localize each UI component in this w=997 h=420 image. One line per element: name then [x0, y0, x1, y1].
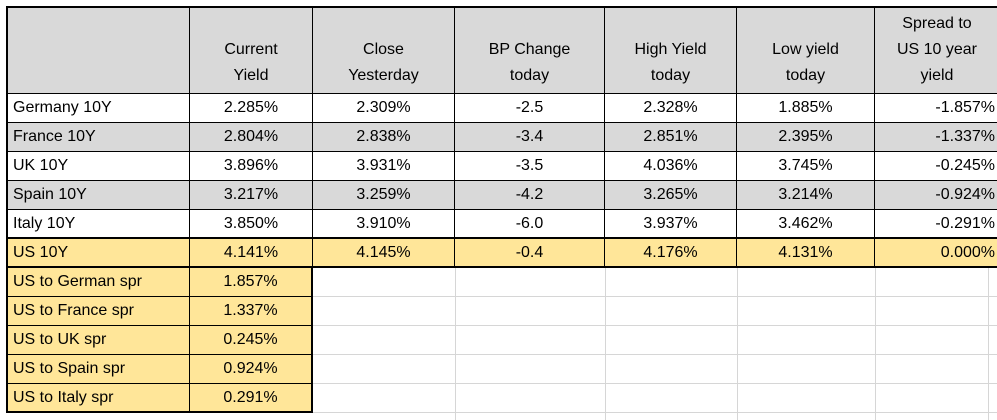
col-header-close-yesterday[interactable]: Close Yesterday [313, 8, 455, 94]
cell-current-yield[interactable]: 2.285% [190, 94, 313, 123]
col-header-low-yield[interactable]: Low yield today [737, 8, 875, 94]
gridline [313, 296, 997, 297]
cell-label[interactable]: US to German spr [8, 268, 190, 297]
cell-spread-value[interactable]: 0.291% [190, 384, 313, 413]
empty-cells-area[interactable] [313, 268, 997, 420]
cell-close-yesterday[interactable]: 3.910% [313, 210, 455, 239]
cell-high-yield[interactable]: 2.851% [605, 123, 737, 152]
cell-spread[interactable]: -1.337% [875, 123, 997, 152]
cell-bp-change[interactable]: -3.4 [455, 123, 605, 152]
cell-current-yield[interactable]: 3.217% [190, 181, 313, 210]
cell-bp-change[interactable]: -3.5 [455, 152, 605, 181]
col-header-high-yield[interactable]: High Yield today [605, 8, 737, 94]
cell-current-yield[interactable]: 2.804% [190, 123, 313, 152]
cell-current-yield[interactable]: 3.896% [190, 152, 313, 181]
cell-high-yield[interactable]: 3.265% [605, 181, 737, 210]
cell-close-yesterday[interactable]: 2.309% [313, 94, 455, 123]
cell-label[interactable]: Spain 10Y [8, 181, 190, 210]
cell-spread-value[interactable]: 0.245% [190, 326, 313, 355]
gridline [313, 412, 997, 413]
cell-bp-change[interactable]: -4.2 [455, 181, 605, 210]
cell-bp-change[interactable]: -2.5 [455, 94, 605, 123]
cell-spread[interactable]: 0.000% [875, 239, 997, 268]
col-header-empty[interactable] [8, 8, 190, 94]
cell-close-yesterday[interactable]: 3.259% [313, 181, 455, 210]
cell-spread[interactable]: -1.857% [875, 94, 997, 123]
cell-bp-change[interactable]: -6.0 [455, 210, 605, 239]
cell-low-yield[interactable]: 3.214% [737, 181, 875, 210]
cell-spread[interactable]: -0.924% [875, 181, 997, 210]
cell-close-yesterday[interactable]: 3.931% [313, 152, 455, 181]
gridline [313, 383, 997, 384]
cell-label[interactable]: UK 10Y [8, 152, 190, 181]
cell-low-yield[interactable]: 4.131% [737, 239, 875, 268]
yield-table: Current Yield Close Yesterday BP Change … [6, 6, 997, 420]
cell-low-yield[interactable]: 2.395% [737, 123, 875, 152]
cell-label[interactable]: US to France spr [8, 297, 190, 326]
cell-label[interactable]: US 10Y [8, 239, 190, 268]
cell-current-yield[interactable]: 4.141% [190, 239, 313, 268]
gridline [737, 268, 738, 420]
cell-high-yield[interactable]: 4.036% [605, 152, 737, 181]
cell-label[interactable]: US to Italy spr [8, 384, 190, 413]
gridline [313, 354, 997, 355]
cell-label[interactable]: Italy 10Y [8, 210, 190, 239]
cell-high-yield[interactable]: 3.937% [605, 210, 737, 239]
cell-high-yield[interactable]: 4.176% [605, 239, 737, 268]
cell-spread[interactable]: -0.245% [875, 152, 997, 181]
cell-label[interactable]: Germany 10Y [8, 94, 190, 123]
cell-low-yield[interactable]: 3.745% [737, 152, 875, 181]
gridline [875, 268, 876, 420]
cell-label[interactable]: US to Spain spr [8, 355, 190, 384]
cell-close-yesterday[interactable]: 4.145% [313, 239, 455, 268]
gridline [988, 268, 989, 420]
cell-low-yield[interactable]: 3.462% [737, 210, 875, 239]
col-header-bp-change[interactable]: BP Change today [455, 8, 605, 94]
cell-close-yesterday[interactable]: 2.838% [313, 123, 455, 152]
gridline [605, 268, 606, 420]
col-header-spread[interactable]: Spread to US 10 year yield [875, 8, 997, 94]
col-header-current-yield[interactable]: Current Yield [190, 8, 313, 94]
gridline [455, 268, 456, 420]
cell-low-yield[interactable]: 1.885% [737, 94, 875, 123]
cell-current-yield[interactable]: 3.850% [190, 210, 313, 239]
cell-label[interactable]: France 10Y [8, 123, 190, 152]
cell-spread-value[interactable]: 1.337% [190, 297, 313, 326]
cell-spread[interactable]: -0.291% [875, 210, 997, 239]
cell-bp-change[interactable]: -0.4 [455, 239, 605, 268]
gridline [313, 325, 997, 326]
cell-spread-value[interactable]: 0.924% [190, 355, 313, 384]
cell-label[interactable]: US to UK spr [8, 326, 190, 355]
cell-high-yield[interactable]: 2.328% [605, 94, 737, 123]
cell-spread-value[interactable]: 1.857% [190, 268, 313, 297]
